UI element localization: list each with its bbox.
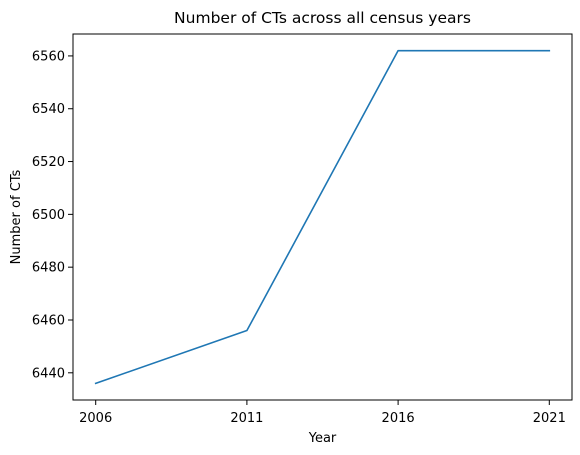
y-tick-label: 6500: [32, 208, 65, 223]
y-tick-label: 6440: [32, 366, 65, 381]
y-tick-label: 6560: [32, 49, 65, 64]
chart-title: Number of CTs across all census years: [174, 9, 471, 27]
x-axis-ticks: 2006 2011 2016 2021: [79, 400, 566, 426]
x-tick-label: 2006: [79, 411, 112, 426]
y-axis-label: Number of CTs: [9, 169, 24, 264]
x-tick-label: 2011: [230, 411, 263, 426]
y-tick-label: 6480: [32, 261, 65, 276]
x-tick-label: 2016: [382, 411, 415, 426]
y-axis-ticks: 6440 6460 6480 6500 6520 6540 6560: [32, 49, 73, 381]
x-axis-label: Year: [308, 431, 337, 446]
x-tick-label: 2021: [533, 411, 566, 426]
series-layer: [94, 49, 551, 385]
y-tick-label: 6460: [32, 313, 65, 328]
plot-area-frame: [72, 33, 573, 401]
series-line: [94, 49, 551, 385]
y-tick-label: 6520: [32, 155, 65, 170]
y-tick-label: 6540: [32, 102, 65, 117]
